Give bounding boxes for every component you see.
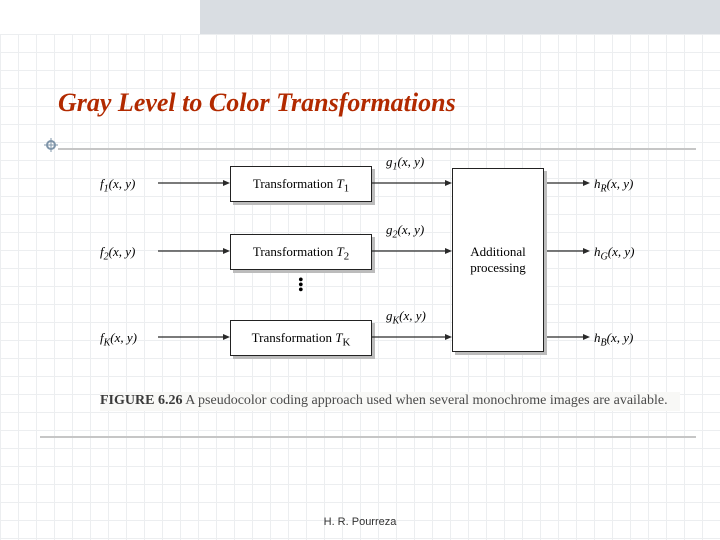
input-label: f2(x, y) xyxy=(100,244,135,263)
arrow-icon xyxy=(158,178,230,188)
arrow-icon xyxy=(538,246,590,256)
block-diagram: f1(x, y) Transformation T1g1(x, y) hR(x,… xyxy=(100,160,660,380)
arrow-icon xyxy=(158,246,230,256)
arrow-icon xyxy=(372,178,452,188)
output-label: hB(x, y) xyxy=(594,330,633,349)
transformation-box: Transformation T2 xyxy=(230,234,372,270)
figure-caption: FIGURE 6.26 A pseudocolor coding approac… xyxy=(100,392,680,411)
arrow-icon xyxy=(158,332,230,342)
arrow-icon xyxy=(372,332,452,342)
intermediate-label: g2(x, y) xyxy=(386,222,424,241)
input-label: f1(x, y) xyxy=(100,176,135,195)
intermediate-label: g1(x, y) xyxy=(386,154,424,173)
intermediate-label: gK(x, y) xyxy=(386,308,426,327)
output-label: hG(x, y) xyxy=(594,244,634,263)
divider-bottom xyxy=(40,436,696,438)
footer-author: H. R. Pourreza xyxy=(0,516,720,528)
divider-top xyxy=(58,148,696,150)
ellipsis-icon: ••• xyxy=(298,278,304,293)
transformation-box: Transformation T1 xyxy=(230,166,372,202)
arrow-icon xyxy=(372,246,452,256)
figure-caption-text: A pseudocolor coding approach used when … xyxy=(185,393,667,408)
transformation-box: Transformation TK xyxy=(230,320,372,356)
figure-number: FIGURE 6.26 xyxy=(100,393,182,408)
input-label: fK(x, y) xyxy=(100,330,137,349)
slide-title: Gray Level to Color Transformations xyxy=(58,88,456,118)
header-bar xyxy=(200,0,720,34)
bullet-icon xyxy=(44,138,58,152)
arrow-icon xyxy=(538,332,590,342)
output-label: hR(x, y) xyxy=(594,176,633,195)
processing-box: Additional processing xyxy=(452,168,544,352)
arrow-icon xyxy=(538,178,590,188)
